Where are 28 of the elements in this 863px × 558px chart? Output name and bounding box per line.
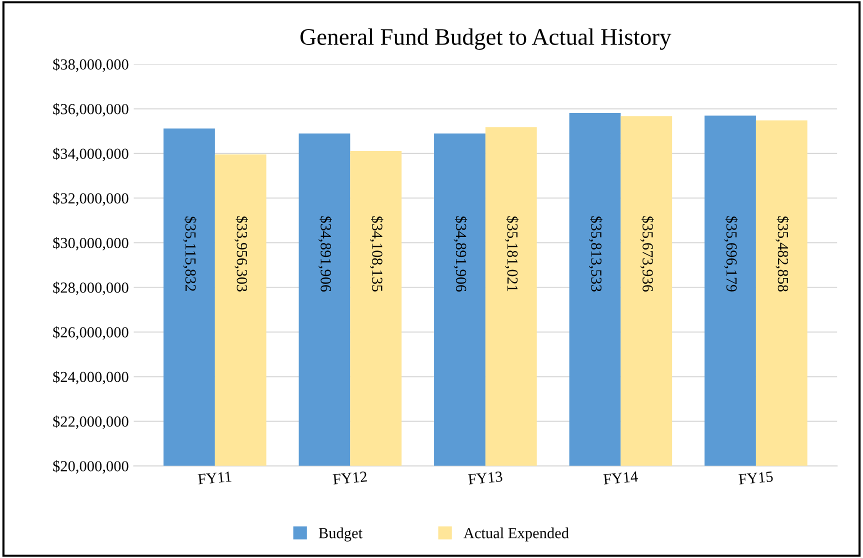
data-label: $34,891,906 <box>318 216 332 292</box>
y-tick-label: $30,000,000 <box>53 236 128 250</box>
y-tick-label: $24,000,000 <box>53 370 128 384</box>
chart-title: General Fund Budget to Actual History <box>300 28 672 50</box>
y-tick-label: $22,000,000 <box>53 416 128 429</box>
y-tick-label: $32,000,000 <box>53 192 128 206</box>
y-tick-label: $28,000,000 <box>53 282 128 296</box>
x-tick-label: FY11 <box>198 471 232 484</box>
y-tick-label: $36,000,000 <box>53 103 128 116</box>
y-tick-label: $38,000,000 <box>53 58 128 72</box>
data-label: $34,108,135 <box>370 216 384 292</box>
data-label: $35,181,021 <box>505 216 519 292</box>
data-label: $35,115,832 <box>183 216 197 291</box>
data-label: $35,813,533 <box>588 216 602 292</box>
x-tick-label: FY13 <box>468 471 503 484</box>
x-tick-label: FY12 <box>332 471 367 484</box>
y-tick-label: $26,000,000 <box>53 326 128 340</box>
y-tick-label: $20,000,000 <box>53 460 128 474</box>
x-tick-label: FY15 <box>738 471 774 484</box>
legend-label: Budget <box>318 528 362 542</box>
data-label: $34,891,906 <box>454 216 468 292</box>
y-tick-label: $34,000,000 <box>53 148 128 162</box>
legend-label: Actual Expended <box>464 528 569 542</box>
data-label: $35,482,858 <box>776 216 790 292</box>
data-label: $35,673,936 <box>640 216 654 292</box>
data-label: $33,956,303 <box>234 216 248 292</box>
data-label: $35,696,179 <box>724 216 738 292</box>
x-tick-label: FY14 <box>603 471 638 484</box>
